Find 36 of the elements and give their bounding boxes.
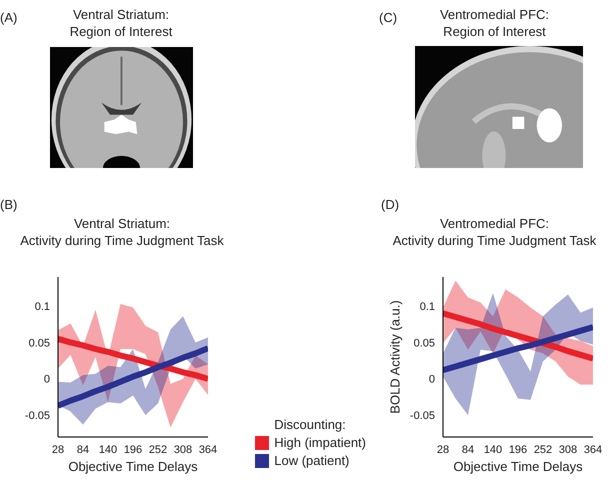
x-tick-label: 84: [76, 444, 90, 456]
text: (A): [0, 10, 18, 26]
chart-title: Ventral Striatum: Activity during Time Judgment Task: [20, 215, 224, 249]
y-tick-label: 0.05: [28, 337, 50, 350]
x-tick-label: 140: [98, 444, 118, 456]
y-tick-label: -0.05: [410, 410, 435, 422]
text: (C): [379, 10, 398, 26]
x-tick-label: 364: [584, 444, 602, 456]
legend-label: Low (patient): [274, 452, 350, 470]
y-tick-label: -0.05: [24, 410, 50, 422]
legend-label: High (impatient): [274, 434, 366, 452]
text: Ventral Striatum: Region of Interest: [70, 6, 172, 40]
x-tick-label: 84: [462, 444, 474, 456]
x-tick-label: 252: [534, 444, 552, 456]
y-axis-title: BOLD Activity (a.u.): [388, 300, 403, 414]
y-tick-label: 0.1: [34, 300, 50, 313]
x-tick-label: 28: [52, 444, 64, 456]
y-tick-label: 0.05: [414, 337, 435, 350]
chart-title: Ventromedial PFC: Activity during Time Judgment Task: [392, 215, 596, 249]
x-tick-label: 364: [198, 444, 218, 456]
y-tick-label: 0: [44, 374, 50, 386]
text: Ventromedial PFC: Region of Interest: [440, 6, 550, 40]
x-tick-label: 308: [174, 444, 192, 456]
x-tick-label: 196: [124, 444, 142, 456]
legend-title: Discounting:: [273, 416, 347, 434]
x-tick-label: 252: [148, 444, 168, 456]
x-axis-title: Objective Time Delays: [68, 459, 198, 474]
text: (D): [381, 197, 400, 213]
text: (B): [0, 197, 18, 213]
x-tick-label: 308: [558, 444, 578, 456]
x-tick-label: 140: [484, 444, 502, 456]
y-tick-label: 0.1: [420, 300, 435, 313]
x-tick-label: 28: [436, 444, 450, 456]
x-axis-title: Objective Time Delays: [453, 459, 584, 474]
y-tick-label: 0: [428, 374, 435, 386]
x-tick-label: 196: [508, 444, 528, 456]
